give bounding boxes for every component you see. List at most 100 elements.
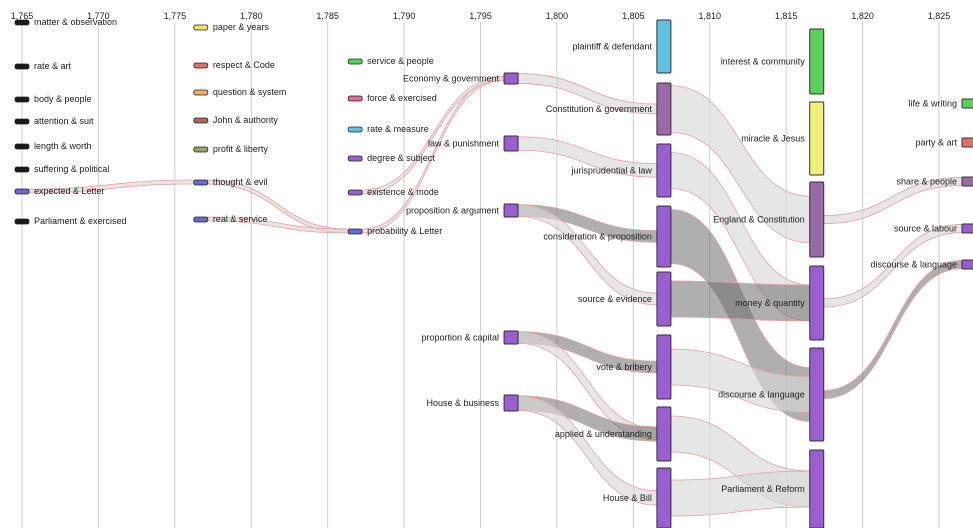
node-label: discourse & language [870,260,957,270]
node-label: party & art [915,138,957,148]
node-label: applied & understanding [555,429,652,439]
node-label: House & Bill [603,493,652,503]
node-bar [656,467,672,528]
node-bar [809,265,825,341]
node-bar [809,449,825,528]
node-bar [961,98,973,109]
node-bar [961,223,973,234]
x-gridlines [21,22,940,528]
node-label: attention & suit [34,116,94,126]
node-bar [656,334,672,400]
node-bar [961,176,973,187]
node-marker [193,146,209,153]
x-tick-label: 1,795 [469,11,492,21]
node-marker [347,126,363,133]
x-tick-label: 1,785 [316,11,339,21]
node-label: money & quantity [735,298,805,308]
node-marker [347,95,363,102]
x-tick-label: 1,780 [240,11,263,21]
node-label: vote & bribery [596,362,652,372]
node-label: suffering & political [34,164,109,174]
x-tick-label: 1,825 [928,11,951,21]
node-bar [503,394,519,412]
node-bar [503,135,519,152]
node-label: rate & measure [367,124,429,134]
node-marker [193,216,209,223]
node-bar [961,137,973,148]
x-tick-label: 1,775 [164,11,187,21]
node-bar [809,347,825,442]
node-label: matter & observation [34,17,117,27]
node-bar [809,181,825,258]
node-label: real & service [213,214,268,224]
node-label: share & people [896,177,957,187]
node-label: England & Constitution [713,215,805,225]
node-label: respect & Code [213,60,275,70]
node-bar [961,259,973,270]
node-label: Parliament & Reform [721,484,805,494]
node-marker [14,19,30,26]
node-marker [193,24,209,31]
x-tick-label: 1,810 [698,11,721,21]
node-label: probability & Letter [367,226,442,236]
node-marker [14,188,30,195]
node-bar [809,28,825,95]
node-marker [193,62,209,69]
node-marker [347,228,363,235]
node-label: jurisprudential & law [570,166,652,176]
node-label: interest & community [721,57,806,67]
node-label: length & worth [34,141,92,151]
node-marker [193,117,209,124]
node-marker [14,96,30,103]
node-marker [14,118,30,125]
flow-link [670,348,811,413]
node-label: Economy & government [403,74,500,84]
node-labels: matter & observation rate & art body & peo… [34,17,957,503]
node-label: service & people [367,56,434,66]
node-label: question & system [213,87,287,97]
node-bar [656,271,672,327]
node-label: John & authority [213,115,279,125]
x-tick-label: 1,790 [393,11,416,21]
x-axis-ticks: 1,765 1,770 1,775 1,780 1,785 1,790 1,795 1,800… [11,11,951,21]
node-label: consideration & proposition [543,232,652,242]
node-marker [347,58,363,65]
node-label: proportion & capital [422,333,500,343]
node-label: thought & evil [213,177,268,187]
node-label: rate & art [34,61,72,71]
x-tick-label: 1,820 [851,11,874,21]
node-bar [809,101,825,176]
node-bar [656,82,672,136]
node-label: miracle & Jesus [741,134,805,144]
x-tick-label: 1,770 [87,11,110,21]
node-label: Constitution & government [546,104,653,114]
node-label: law & punishment [428,139,500,149]
nodes [14,19,973,528]
node-marker [14,143,30,150]
node-label: source & labour [894,224,957,234]
node-label: paper & years [213,22,270,32]
node-label: expected & Letter [34,186,105,196]
node-bar [656,406,672,462]
node-marker [14,218,30,225]
node-label: discourse & language [718,390,805,400]
node-marker [193,89,209,96]
node-label: existence & mode [367,187,439,197]
node-marker [14,63,30,70]
node-label: life & writing [908,99,957,109]
node-marker [193,179,209,186]
node-bar [503,203,519,218]
node-bar [503,330,519,345]
node-label: source & evidence [578,294,652,304]
node-label: body & people [34,94,92,104]
node-label: degree & subject [367,153,435,163]
node-label: Parliament & exercised [34,216,127,226]
node-bar [503,72,519,85]
flow-link [823,260,963,399]
x-tick-label: 1,800 [546,11,569,21]
x-tick-label: 1,815 [775,11,798,21]
node-bar [656,205,672,268]
node-bar [656,143,672,198]
node-label: profit & liberty [213,144,269,154]
